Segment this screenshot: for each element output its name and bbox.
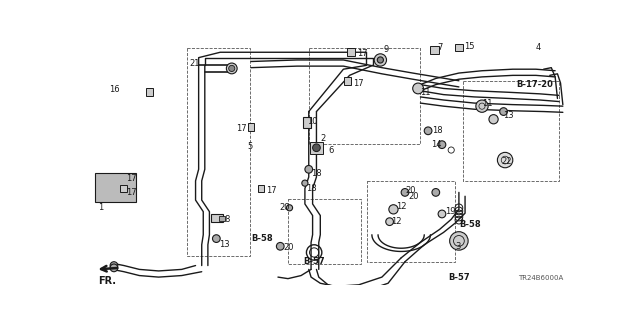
Bar <box>145 88 153 96</box>
Text: 5: 5 <box>247 142 252 151</box>
Bar <box>219 216 225 221</box>
Bar <box>348 48 355 56</box>
Text: 20: 20 <box>408 192 419 201</box>
Text: B-58: B-58 <box>251 234 273 243</box>
Circle shape <box>276 243 284 250</box>
Text: B-57: B-57 <box>303 257 325 266</box>
Circle shape <box>424 127 432 135</box>
Text: 3: 3 <box>455 242 460 251</box>
Bar <box>257 185 264 192</box>
Text: 14: 14 <box>431 140 442 149</box>
Text: 11: 11 <box>482 99 493 108</box>
Text: 15: 15 <box>464 42 475 51</box>
Text: B-58: B-58 <box>459 220 481 229</box>
Text: 10: 10 <box>307 117 317 126</box>
Text: B-17-20: B-17-20 <box>516 80 553 89</box>
Text: 13: 13 <box>504 111 514 120</box>
Bar <box>187 48 250 256</box>
Text: 17: 17 <box>236 124 246 133</box>
Circle shape <box>432 188 440 196</box>
Circle shape <box>489 115 498 124</box>
Text: 20: 20 <box>405 186 415 195</box>
Circle shape <box>413 83 424 94</box>
Text: TR24B6000A: TR24B6000A <box>518 275 563 281</box>
Text: 20: 20 <box>284 243 294 252</box>
Text: 18: 18 <box>311 169 322 178</box>
Circle shape <box>110 264 118 272</box>
Bar <box>344 77 351 84</box>
Circle shape <box>389 205 398 214</box>
Bar <box>303 117 311 128</box>
Circle shape <box>302 180 308 186</box>
Circle shape <box>212 235 220 243</box>
Circle shape <box>228 65 235 71</box>
Circle shape <box>110 262 118 269</box>
Text: 8: 8 <box>224 215 229 224</box>
Text: 18: 18 <box>307 184 317 193</box>
Bar <box>308 48 420 144</box>
Bar <box>310 141 323 154</box>
Text: 17: 17 <box>126 174 137 183</box>
Circle shape <box>500 108 508 116</box>
Text: FR.: FR. <box>99 276 116 285</box>
Circle shape <box>476 100 488 112</box>
Circle shape <box>438 210 446 218</box>
Text: 17: 17 <box>266 186 277 195</box>
Circle shape <box>287 205 292 211</box>
Bar <box>455 44 463 52</box>
Text: 19: 19 <box>445 207 456 216</box>
Text: 1: 1 <box>99 203 104 212</box>
Circle shape <box>374 54 387 66</box>
Bar <box>367 181 455 262</box>
Text: 12: 12 <box>396 202 406 211</box>
Bar <box>120 185 127 192</box>
Text: 17: 17 <box>353 78 364 88</box>
Text: 22: 22 <box>501 157 512 166</box>
Text: 16: 16 <box>109 85 120 94</box>
Circle shape <box>312 144 320 152</box>
Bar <box>288 198 361 264</box>
Text: 13: 13 <box>219 240 229 249</box>
Circle shape <box>438 141 446 148</box>
Text: 2: 2 <box>320 134 326 143</box>
Bar <box>211 214 223 222</box>
Text: 18: 18 <box>432 126 443 135</box>
Text: B-57: B-57 <box>448 273 470 282</box>
Text: 4: 4 <box>536 43 541 52</box>
Bar <box>248 123 255 131</box>
Circle shape <box>497 152 513 168</box>
Text: 17: 17 <box>357 49 368 58</box>
Text: 7: 7 <box>437 43 443 52</box>
Text: 17: 17 <box>126 188 137 197</box>
Circle shape <box>386 218 394 226</box>
Text: 20: 20 <box>280 203 290 212</box>
Bar <box>95 173 136 203</box>
Text: 9: 9 <box>383 45 388 54</box>
Text: 11: 11 <box>420 88 431 97</box>
Circle shape <box>401 188 409 196</box>
Circle shape <box>378 57 383 63</box>
Circle shape <box>450 232 468 250</box>
Bar <box>463 81 559 181</box>
Circle shape <box>305 165 312 173</box>
Bar <box>429 46 439 54</box>
Circle shape <box>227 63 237 74</box>
Text: 21: 21 <box>189 59 200 68</box>
Text: 12: 12 <box>391 217 402 226</box>
Text: 6: 6 <box>328 146 333 155</box>
